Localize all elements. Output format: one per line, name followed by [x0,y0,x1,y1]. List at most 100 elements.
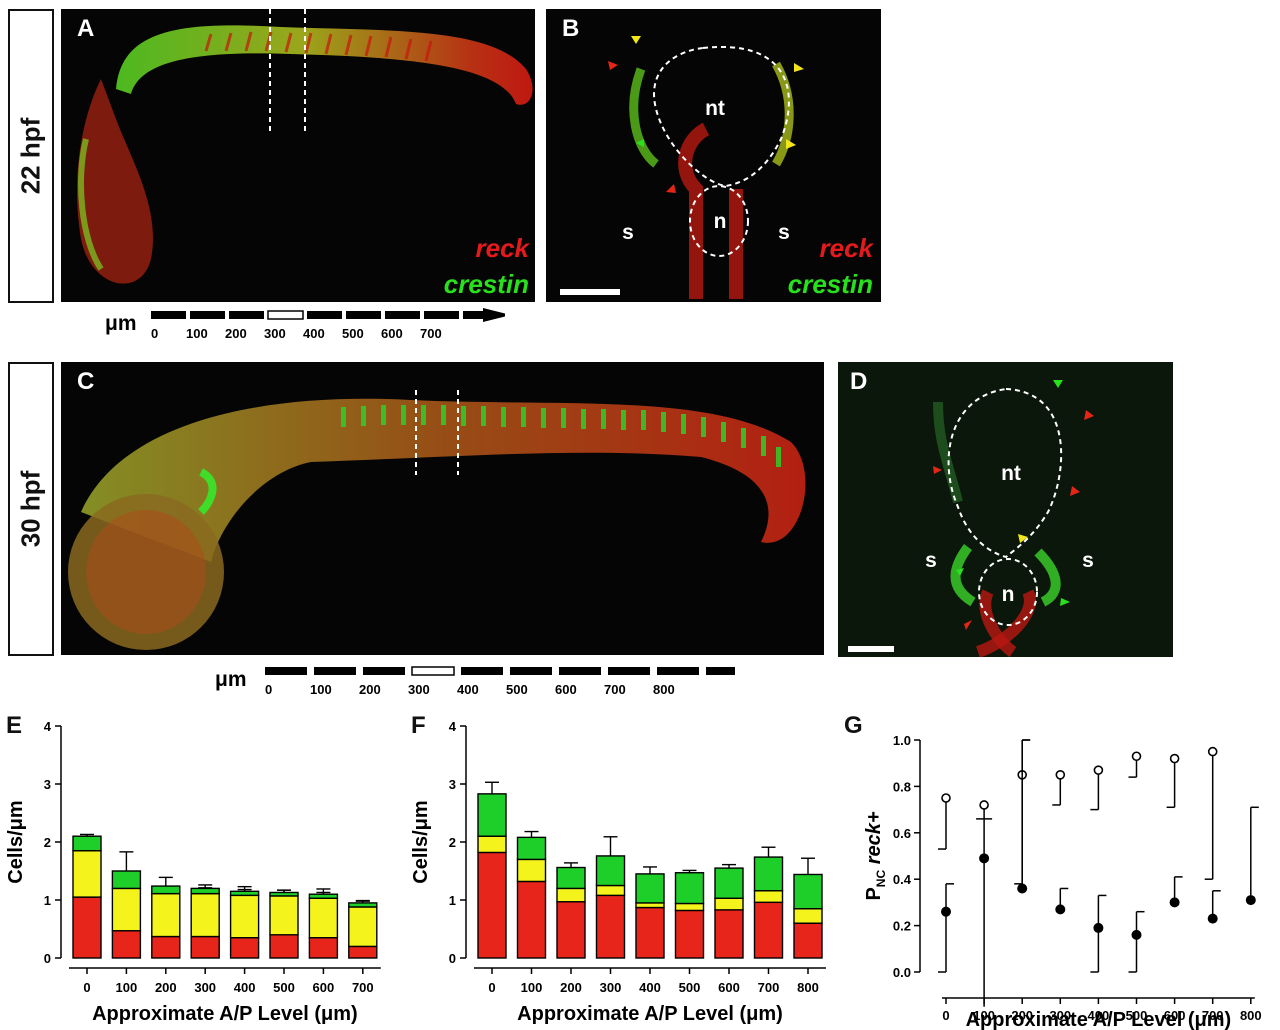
panel-a-label: A [77,15,95,42]
bar-segment-yellow [674,902,705,912]
point-open [941,793,951,803]
ruler-tick-label: 400 [457,682,479,697]
bar-segment-red [556,901,586,959]
bar-segment-green [674,872,705,905]
ruler-segment-open [411,666,455,676]
chart-f-stacked-bar: 0 1 2 3 4 0 100 200 300 400 500 600 700 800 Cells/μm Ap… [410,719,826,1025]
ruler-tick-label: 500 [342,326,364,341]
bar-segment-yellow [269,895,299,936]
x-tick-label: 600 [313,980,335,995]
y-tick-label: 1 [44,893,51,908]
bar-segment-yellow [753,890,784,904]
x-tick-label: 800 [797,980,819,995]
transverse-section-30hpf [848,380,1094,657]
chart-e-stacked-bar: 0 1 2 3 4 0 100 200 300 400 500 600 700 Cells/μm Appro… [5,719,381,1025]
ruler-arrowhead [483,308,505,322]
bar-segment-red [308,936,339,959]
ruler-30hpf: μm 0 100 200 300 400 500 600 700 800 [215,664,735,704]
gene-label-crestin: crestin [443,269,529,299]
label-somite-left: s [622,221,634,244]
ruler-segment [346,311,381,319]
ruler-segment [559,667,601,675]
label-neural-tube-d: nt [1001,462,1021,485]
bar-segment-red [714,909,744,959]
x-axis-label: Approximate A/P Level (μm) [517,1003,783,1025]
x-tick-label: 0 [942,1008,949,1023]
panel-c-image: C [61,362,824,655]
bar-segment-red [269,934,299,959]
y-tick-label: 1.0 [893,733,911,748]
x-tick-label: 100 [521,980,543,995]
panel-d-image: D nt n s s [838,362,1173,657]
bar-segment-yellow [229,894,260,939]
bar-segment-red [151,935,181,959]
x-tick-label: 100 [973,1008,995,1023]
ruler-segment [265,667,307,675]
bar-segment-yellow [477,835,507,854]
ruler-tick-label: 300 [408,682,430,697]
x-tick-label: 100 [116,980,138,995]
y-tick-label: 1 [449,893,456,908]
ruler-unit-b: μm [215,668,247,691]
bar-segment-red [190,935,220,959]
ruler-segment [706,667,735,675]
point-open [1093,765,1104,775]
ruler-tick-label: 600 [381,326,403,341]
x-tick-label: 600 [1164,1008,1186,1023]
panel-a-image: A reck crestin [61,9,535,302]
ruler-segment [608,667,650,675]
ruler-tick-label: 0 [151,326,158,341]
point-open [1131,751,1142,762]
point-open [979,800,989,810]
ruler-segment-open [267,310,304,320]
point-open [1207,746,1218,757]
bar-segment-yellow [714,897,744,911]
x-axis-label: Approximate A/P Level (μm) [92,1003,358,1025]
bar-segment-green [151,885,181,895]
bar-segment-yellow [793,907,823,924]
ruler-tick-label: 700 [420,326,442,341]
bar-segment-green [516,836,547,861]
y-tick-label: 0.8 [893,779,911,794]
bar-segment-green [72,835,102,852]
chart-g-probability: 0.0 0.2 0.4 0.6 0.8 1.0 0 100 200 300 400 500 600 700… [863,733,1262,1030]
stage-box-30hpf: 30 hpf [8,362,54,656]
bar-segment-green [556,866,586,890]
bar-segment-yellow [151,892,181,938]
point-filled [1207,913,1218,924]
y-tick-label: 4 [449,719,457,734]
y-tick-label: 3 [44,777,51,792]
x-tick-label: 0 [488,980,495,995]
x-tick-label: 400 [1088,1008,1110,1023]
ruler-segment [657,667,699,675]
bar-segment-green [753,856,784,892]
transverse-section-22hpf [560,36,804,299]
bar-segment-yellow [72,849,102,898]
x-axis-label: Approximate A/P Level (μm) [966,1009,1232,1030]
bar-segment-yellow [308,897,339,939]
label-somite-right: s [778,221,790,244]
y-tick-label: 0 [44,951,51,966]
panel-c-label: C [77,368,95,395]
panel-f-label: F [411,712,426,739]
label-somite-right-d: s [1082,549,1094,572]
bar-segment-red [793,922,823,959]
y-tick-label: 0.2 [893,919,911,934]
x-tick-label: 400 [234,980,256,995]
ruler-segment [363,667,405,675]
x-tick-label: 500 [679,980,701,995]
y-tick-label: 4 [44,719,52,734]
bar-segment-red [516,880,547,959]
gene-label-reck: reck [475,233,530,263]
ruler-tick-label: 300 [264,326,286,341]
ruler-segment [510,667,552,675]
ruler-segment [307,311,342,319]
bar-segment-yellow [556,887,586,903]
y-tick-label: 0 [449,951,456,966]
bar-segment-red [753,901,784,959]
bar-segment-red [674,909,705,959]
point-filled [1245,895,1256,906]
ruler-tick-label: 500 [506,682,528,697]
bar-segment-red [229,936,260,959]
bar-segment-yellow [111,887,142,932]
